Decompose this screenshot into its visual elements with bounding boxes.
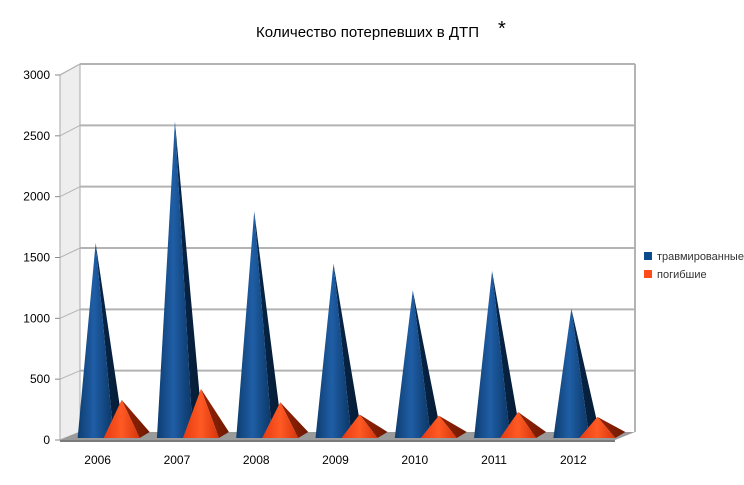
y-tick-label: 1500	[23, 251, 50, 265]
bar-injured-2012	[553, 308, 600, 438]
chart-title-mark: *	[498, 18, 506, 40]
legend-swatch-injured	[644, 252, 652, 260]
x-tick-label: 2008	[243, 453, 270, 467]
bar-killed-2009	[341, 414, 388, 438]
x-tick-label: 2012	[560, 453, 587, 467]
bar-killed-2006	[103, 399, 150, 438]
bar-injured-2009	[315, 263, 362, 438]
y-axis: 0 500 1000 1500 2000 2500 3000	[23, 68, 60, 447]
bar-killed-2012	[579, 416, 626, 438]
gridline-side	[59, 186, 81, 198]
bar-killed-2010	[420, 415, 467, 438]
bar-injured-2007	[156, 121, 203, 438]
y-tick-label: 3000	[23, 68, 50, 82]
legend-label-injured: травмированные	[657, 251, 744, 263]
gridline-side	[59, 247, 81, 258]
gridline-side	[59, 370, 81, 380]
y-tick-label: 500	[30, 372, 50, 386]
bar-injured-2010	[394, 290, 441, 438]
gridline-side	[59, 63, 81, 76]
y-tick-label: 2000	[23, 190, 50, 204]
x-tick-label: 2009	[322, 453, 349, 467]
y-tick-label: 0	[43, 433, 50, 447]
bar-injured-2011	[474, 270, 521, 438]
legend-label-killed: погибшие	[657, 269, 707, 281]
left-wall	[59, 63, 81, 441]
x-tick-label: 2007	[164, 453, 191, 467]
chart-title: Количество потерпевших в ДТП	[256, 24, 479, 41]
bar-killed-2007	[182, 388, 229, 438]
legend: травмированные погибшие	[644, 251, 744, 281]
gridline-side	[59, 308, 81, 319]
y-tick-label: 1000	[23, 311, 50, 325]
legend-swatch-killed	[644, 270, 652, 278]
floor-edge	[60, 440, 615, 442]
bar-killed-2011	[500, 412, 547, 438]
y-tick-label: 2500	[23, 129, 50, 143]
x-axis: 2006 2007 2008 2009 2010 2011 2012	[84, 453, 587, 467]
x-tick-label: 2006	[84, 453, 111, 467]
bar-injured-2006	[77, 242, 124, 438]
gridline-side	[59, 124, 81, 137]
bar-injured-2008	[236, 211, 283, 438]
bar-killed-2008	[262, 402, 309, 438]
x-tick-label: 2010	[401, 453, 428, 467]
x-tick-label: 2011	[481, 453, 507, 467]
plot-area	[77, 121, 626, 438]
